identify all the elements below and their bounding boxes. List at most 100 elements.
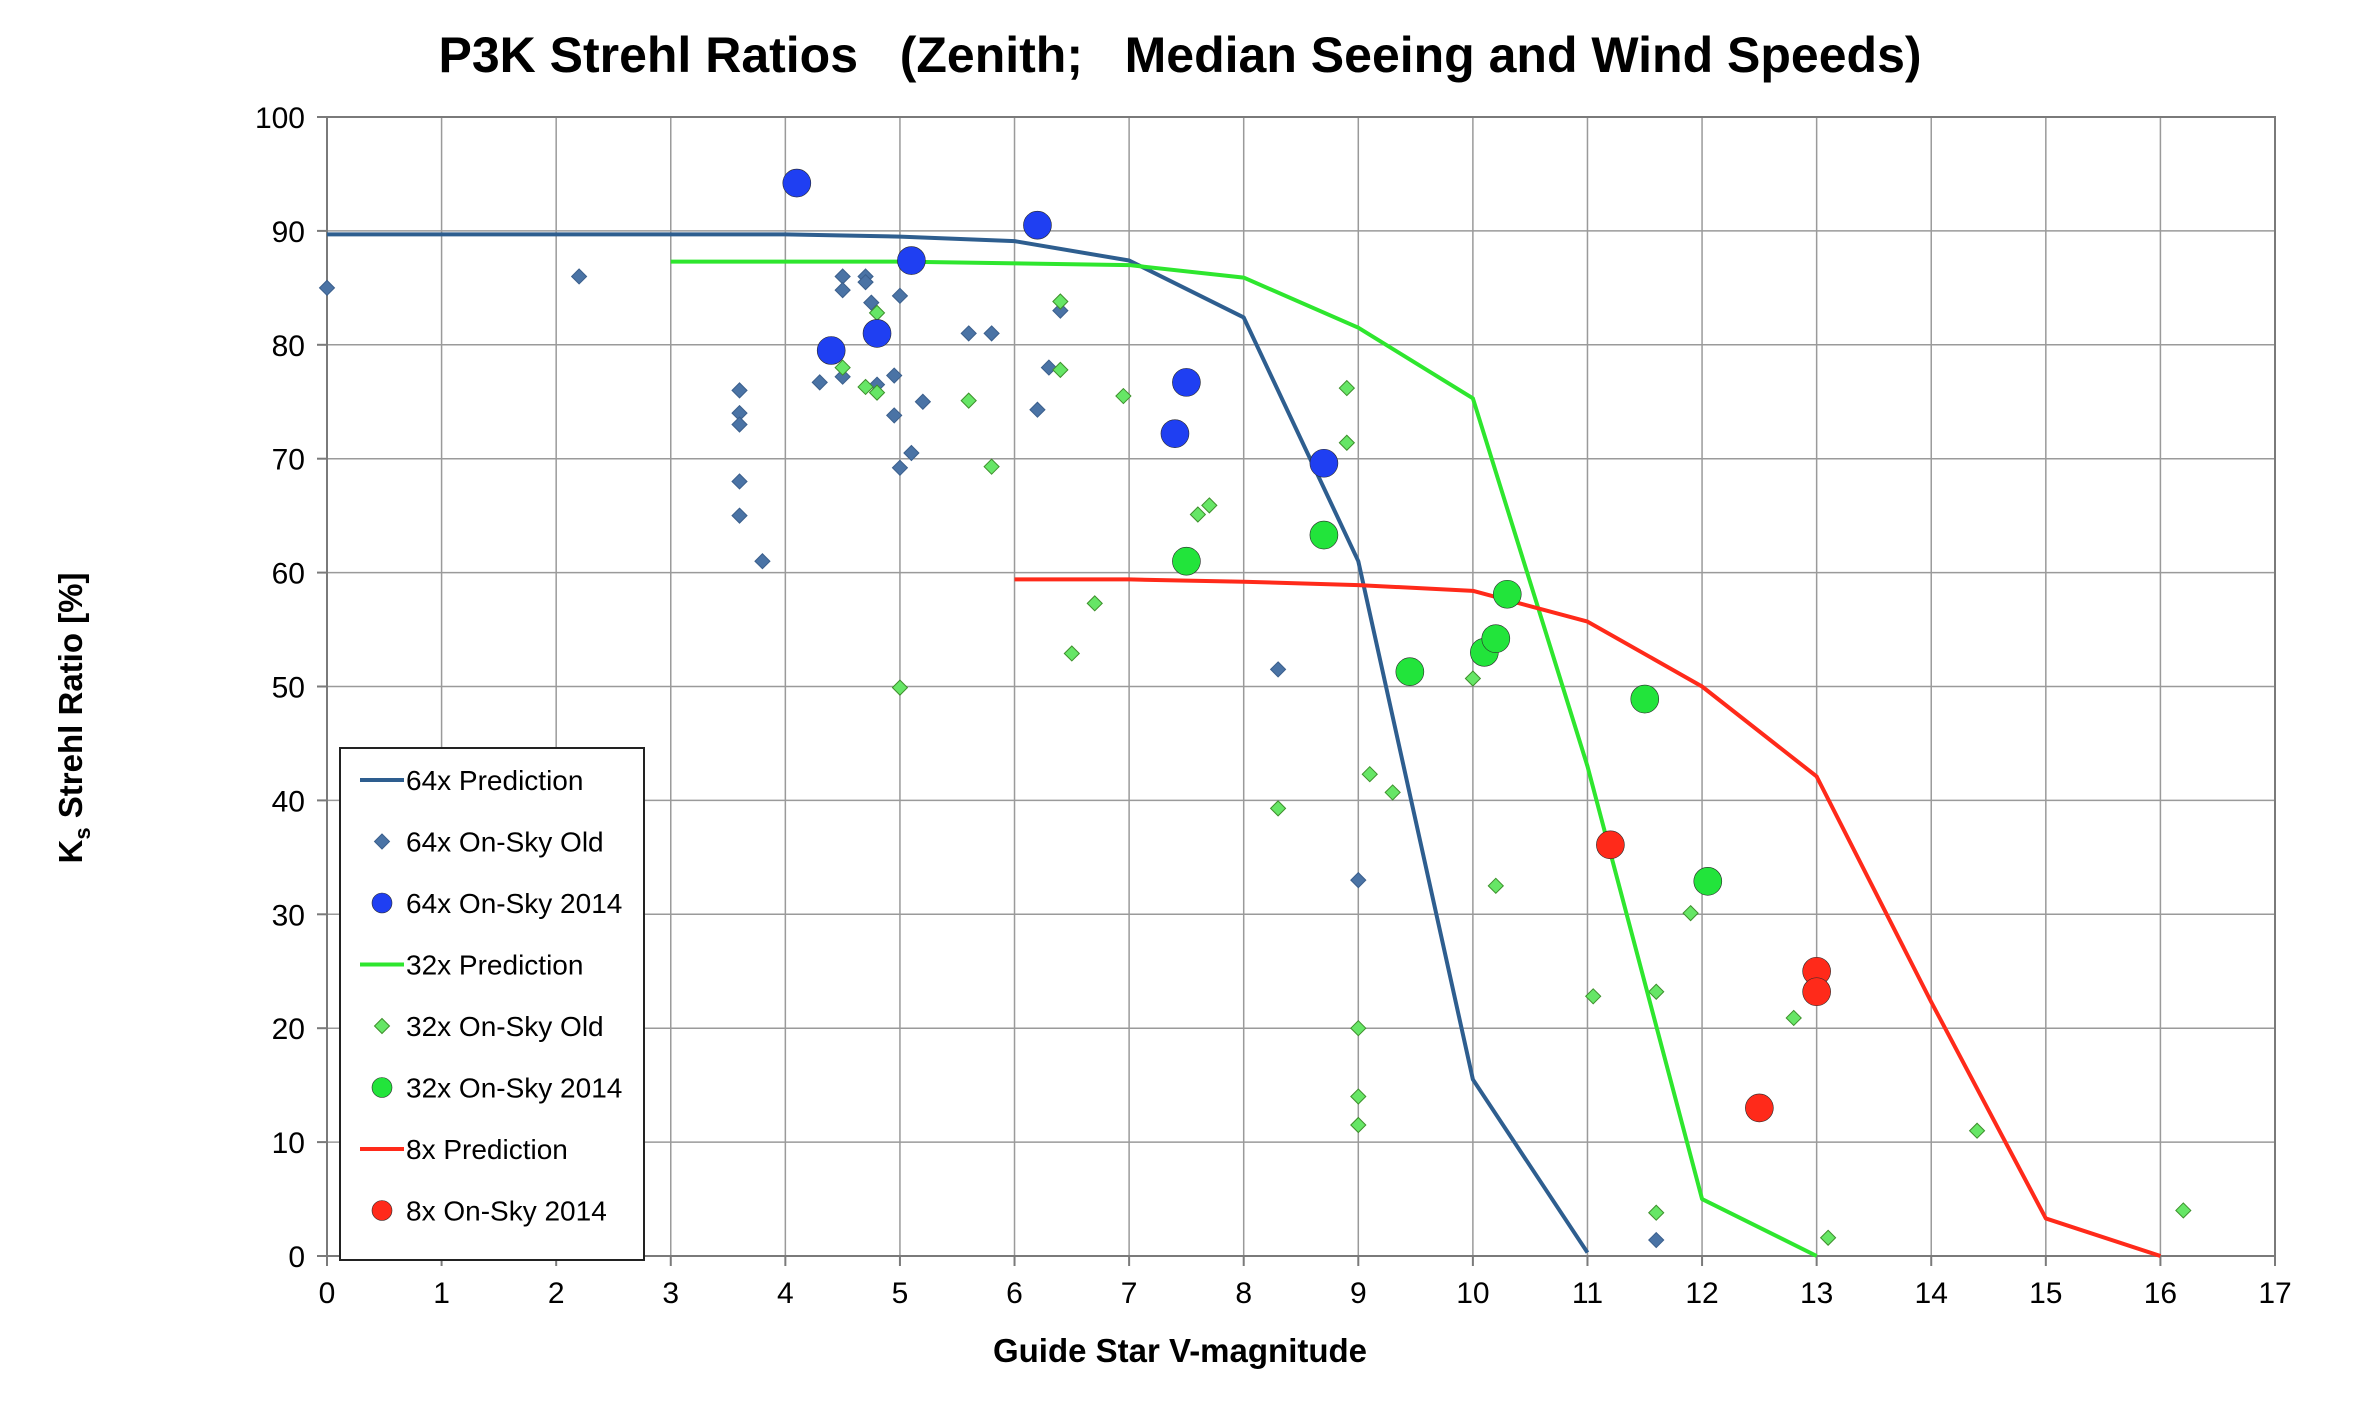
data-point <box>1269 800 1287 817</box>
x-axis-label: Guide Star V-magnitude <box>993 1332 1367 1369</box>
legend-item: 32x Prediction <box>360 950 583 981</box>
series-line <box>1014 577 2162 1258</box>
x-tick-label: 14 <box>1915 1277 1948 1310</box>
legend-swatch <box>373 1017 391 1035</box>
x-tick-label: 0 <box>319 1277 336 1310</box>
data-point <box>1063 645 1081 662</box>
data-point <box>834 359 851 376</box>
data-point <box>731 416 748 433</box>
data-point <box>1201 497 1218 514</box>
data-point <box>891 679 909 696</box>
series-64x-on-sky-2014 <box>782 168 1339 478</box>
data-point <box>863 294 880 311</box>
y-tick-label: 40 <box>272 785 305 818</box>
data-point <box>1338 379 1356 397</box>
data-point <box>1481 624 1511 653</box>
data-point <box>1492 579 1522 609</box>
y-tick-label: 100 <box>255 102 305 135</box>
data-point <box>1023 210 1052 240</box>
data-point <box>1350 1088 1367 1105</box>
data-point <box>857 378 874 396</box>
legend-swatch <box>371 1077 393 1098</box>
data-point <box>834 281 851 299</box>
x-tick-label: 17 <box>2258 1277 2291 1310</box>
series-8x-prediction <box>1014 577 2162 1258</box>
data-point <box>1361 765 1378 783</box>
series-line <box>670 259 1818 1258</box>
data-point <box>1802 977 1831 1007</box>
y-tick-label: 60 <box>272 558 305 591</box>
data-point <box>886 367 903 384</box>
legend-item: 32x On-Sky Old <box>373 1011 604 1042</box>
series-32x-on-sky-2014 <box>1172 520 1723 896</box>
legend-item: 32x On-Sky 2014 <box>371 1073 622 1104</box>
y-axis-label: Ks Strehl Ratio [%] <box>52 573 95 864</box>
legend-box <box>339 747 645 1261</box>
x-tick-label: 7 <box>1121 1277 1138 1310</box>
data-point <box>1596 830 1625 860</box>
data-point <box>2175 1202 2192 1219</box>
legend-item: 64x On-Sky Old <box>373 827 604 858</box>
series-64x-prediction <box>327 232 1590 1254</box>
data-point <box>1682 904 1699 922</box>
data-point <box>782 168 812 198</box>
data-point <box>1584 988 1602 1005</box>
legend-item: 8x On-Sky 2014 <box>371 1196 607 1227</box>
data-point <box>1487 877 1505 895</box>
legend-swatch <box>371 892 393 914</box>
data-point <box>1269 661 1287 678</box>
legend-label: 64x On-Sky Old <box>406 827 604 858</box>
data-point <box>1172 368 1201 397</box>
x-tick-label: 12 <box>1685 1277 1718 1310</box>
legend-item: 8x Prediction <box>360 1134 568 1165</box>
data-point <box>754 553 771 570</box>
legend: 64x Prediction 64x On-Sky Old 64x On-Sky 2… <box>339 747 645 1261</box>
x-tick-label: 4 <box>777 1277 794 1310</box>
data-point <box>886 407 903 424</box>
data-point <box>731 382 748 399</box>
data-point <box>1052 293 1069 310</box>
data-point <box>1630 684 1660 714</box>
y-tick-label: 0 <box>288 1241 305 1274</box>
data-point <box>960 325 977 342</box>
data-point <box>570 268 588 285</box>
legend-label: 32x On-Sky 2014 <box>406 1073 622 1104</box>
data-point <box>983 458 1000 475</box>
data-point <box>1464 670 1482 687</box>
plot-area <box>318 168 2192 1258</box>
data-point <box>816 336 846 365</box>
data-point <box>731 507 748 524</box>
legend-swatch <box>373 833 391 850</box>
y-tick-label: 20 <box>272 1013 305 1046</box>
data-point <box>1745 1093 1774 1123</box>
y-tick-label: 70 <box>272 444 305 477</box>
x-tick-label: 15 <box>2029 1277 2062 1310</box>
data-point <box>1029 401 1046 418</box>
data-point <box>1350 1116 1367 1134</box>
data-point <box>983 325 1000 342</box>
data-point <box>1115 387 1132 405</box>
data-point <box>1052 302 1069 319</box>
data-point <box>811 374 828 391</box>
y-axis-ticks: 0 10 20 30 40 50 60 70 80 90 100 <box>255 102 327 1274</box>
data-point <box>1693 866 1723 896</box>
series-line <box>327 232 1590 1254</box>
data-point <box>960 392 977 409</box>
y-tick-label: 30 <box>272 899 305 932</box>
x-axis-ticks: 0 1 2 3 4 5 6 7 8 9 10 11 12 13 14 15 16 17 <box>319 1256 2292 1310</box>
y-tick-label: 10 <box>272 1127 305 1160</box>
data-point <box>857 273 874 291</box>
data-point <box>1648 1231 1665 1249</box>
x-tick-label: 13 <box>1800 1277 1833 1310</box>
legend-label: 64x On-Sky 2014 <box>406 888 622 919</box>
data-point <box>891 287 909 305</box>
series-32x-prediction <box>670 259 1818 1258</box>
x-tick-label: 8 <box>1235 1277 1252 1310</box>
data-point <box>1086 595 1103 612</box>
legend-item: 64x On-Sky 2014 <box>371 888 622 919</box>
series-64x-on-sky-old <box>318 268 1665 1249</box>
data-point <box>903 444 920 462</box>
data-point <box>1172 546 1201 576</box>
x-tick-label: 2 <box>548 1277 565 1310</box>
data-point <box>1395 657 1425 686</box>
